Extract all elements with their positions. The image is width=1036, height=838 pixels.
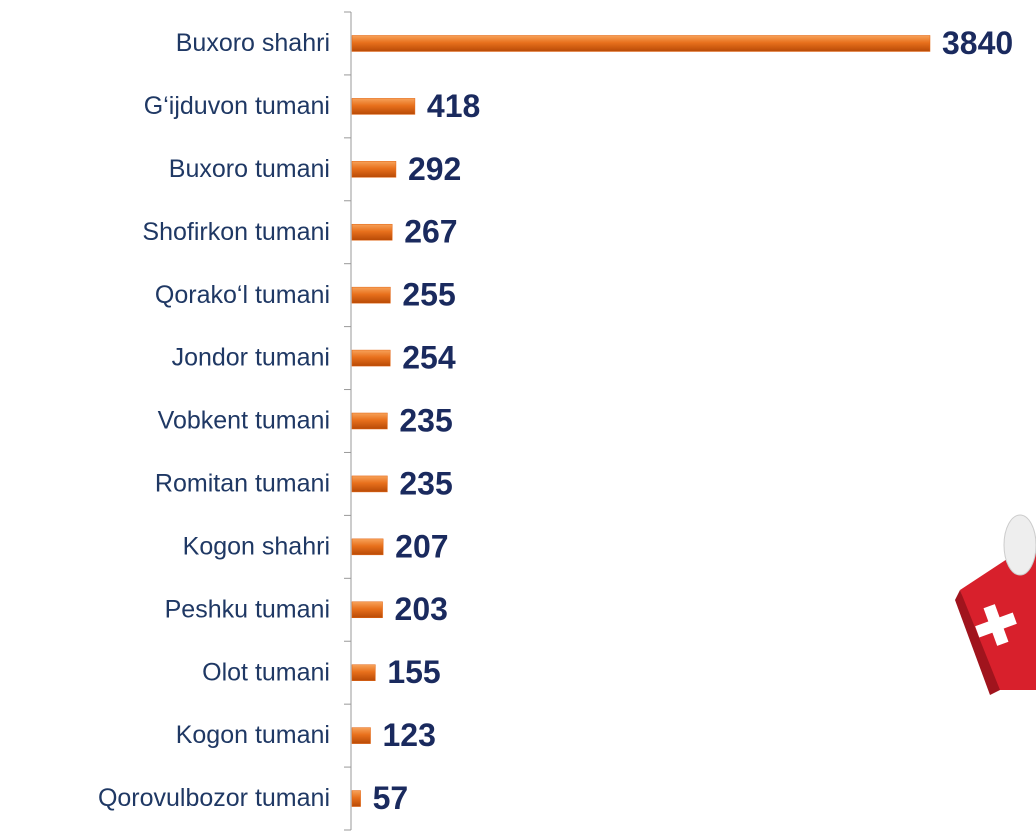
category-label: Kogon tumani xyxy=(176,721,330,749)
category-label: Qorovulbozor tumani xyxy=(98,784,330,812)
bar xyxy=(351,35,931,52)
category-label: Qorako‘l tumani xyxy=(155,281,330,309)
bar xyxy=(351,161,397,178)
value-label: 207 xyxy=(395,528,448,564)
value-label: 155 xyxy=(387,654,440,690)
bar xyxy=(351,790,361,807)
category-label: G‘ijduvon tumani xyxy=(144,92,330,120)
value-label: 292 xyxy=(408,151,461,187)
value-label: 203 xyxy=(395,591,448,627)
category-label: Romitan tumani xyxy=(155,470,330,498)
value-label: 123 xyxy=(383,717,436,753)
category-label: Shofirkon tumani xyxy=(142,218,330,246)
figure-arm xyxy=(1003,514,1036,576)
value-label: 255 xyxy=(402,277,455,313)
first-aid-kit-illustration xyxy=(955,514,1036,695)
value-label: 254 xyxy=(402,340,456,376)
category-label: Peshku tumani xyxy=(165,595,330,623)
value-label: 3840 xyxy=(942,25,1013,61)
category-label: Vobkent tumani xyxy=(158,407,330,435)
bar xyxy=(351,349,391,367)
bar xyxy=(351,98,416,115)
bar xyxy=(351,412,388,430)
bar xyxy=(351,727,371,744)
value-label: 235 xyxy=(399,465,452,501)
kit-cross xyxy=(975,612,1017,638)
bar xyxy=(351,601,383,619)
bar xyxy=(351,538,384,556)
category-label: Buxoro shahri xyxy=(176,29,330,57)
category-label: Kogon shahri xyxy=(183,532,330,560)
bar xyxy=(351,223,393,241)
value-label: 267 xyxy=(404,214,457,250)
category-label: Olot tumani xyxy=(202,658,330,686)
value-label: 418 xyxy=(427,88,480,124)
value-label: 235 xyxy=(399,402,452,438)
value-label: 57 xyxy=(373,780,409,816)
category-label: Buxoro tumani xyxy=(169,155,330,183)
bar xyxy=(351,475,388,493)
bar xyxy=(351,286,391,304)
category-label: Jondor tumani xyxy=(172,344,330,372)
bar xyxy=(351,664,376,681)
kit-side xyxy=(955,590,1000,695)
